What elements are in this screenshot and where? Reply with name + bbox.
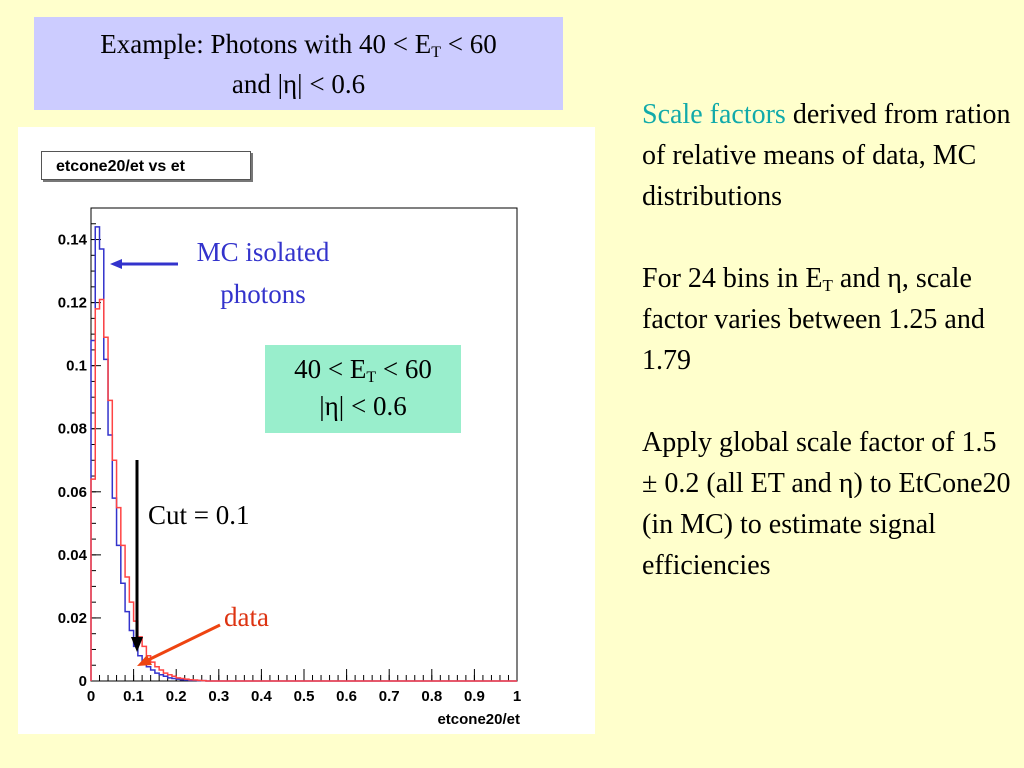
x-axis: 0 0.1 0.2 0.3 0.4 0.5 0.6 0.7 0.8 0.9 1	[87, 669, 521, 705]
side-paragraph-1: Scale factors derived from ration of rel…	[642, 99, 1011, 212]
plot-frame	[90, 207, 518, 682]
y-axis: 0 0.02 0.04 0.06 0.08 0.1 0.12 0.14	[58, 207, 101, 690]
x-tick-label: 0.3	[208, 688, 229, 705]
y-tick-label: 0.06	[58, 484, 87, 501]
side-text: Scale factors derived from ration of rel…	[642, 94, 1012, 627]
mc-label: MC isolated photons	[196, 237, 330, 309]
mc-series-line	[90, 226, 517, 682]
x-tick-label: 0.1	[123, 688, 144, 705]
data-series-line	[90, 298, 517, 682]
y-tick-label: 0.14	[58, 232, 88, 249]
data-arrow	[143, 623, 221, 664]
y-tick-label: 0.02	[58, 610, 87, 627]
y-tick-label: 0.04	[58, 547, 88, 564]
y-tick-label: 0.12	[58, 295, 87, 312]
x-tick-label: 0.5	[294, 688, 315, 705]
mc-arrow-head	[110, 259, 122, 269]
selection-box: 40 < ET < 60 |η| < 0.6	[265, 345, 461, 433]
slide-title-line2: and |η| < 0.6	[231, 69, 366, 99]
y-tick-label: 0.08	[58, 421, 87, 438]
slide-title: Example: Photons with 40 < ET < 60 and |…	[34, 17, 563, 110]
x-tick-label: 0.7	[379, 688, 400, 705]
x-tick-label: 0.2	[166, 688, 187, 705]
cut-arrow-head	[131, 637, 143, 652]
slide-title-line1: Example: Photons with 40 < ET < 60	[100, 29, 497, 61]
data-arrow-head	[137, 655, 152, 666]
x-tick-label: 0.4	[251, 688, 273, 705]
x-tick-label: 1	[513, 688, 521, 705]
side-paragraph-3: Apply global scale factor of 1.5 ± 0.2 (…	[642, 427, 1011, 581]
selection-et-range: 40 < ET < 60	[294, 354, 432, 386]
selection-eta-range: |η| < 0.6	[319, 391, 407, 421]
y-tick-label: 0	[79, 673, 87, 690]
y-tick-label: 0.1	[66, 358, 87, 375]
x-tick-label: 0	[87, 688, 95, 705]
x-tick-label: 0.6	[336, 688, 357, 705]
x-tick-label: 0.8	[421, 688, 442, 705]
cut-label: Cut = 0.1	[148, 500, 250, 530]
x-axis-label: etcone20/et	[437, 711, 520, 728]
data-label: data	[224, 602, 269, 632]
histogram-title: etcone20/et vs et	[41, 151, 251, 180]
side-paragraph-2: For 24 bins in ET and η, scale factor va…	[642, 263, 985, 376]
x-tick-label: 0.9	[464, 688, 485, 705]
